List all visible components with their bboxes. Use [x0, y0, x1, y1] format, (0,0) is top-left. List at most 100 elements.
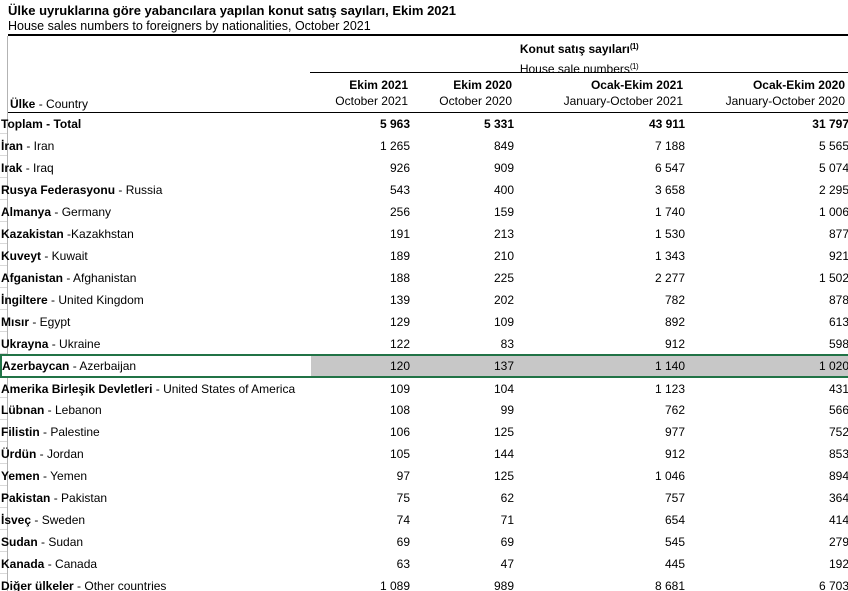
value-october-2021[interactable]: 1 265	[379, 139, 410, 153]
value-january-october-2020[interactable]: 894	[828, 469, 848, 483]
country-cell[interactable]: İran - Iran	[1, 135, 311, 157]
value-january-october-2020[interactable]: 752	[828, 425, 848, 439]
table-row[interactable]: Lübnan - Lebanon 108 99 762 566	[1, 399, 848, 421]
value-january-october-2021[interactable]: 1 046	[654, 469, 685, 483]
value-january-october-2021[interactable]: 912	[664, 336, 685, 351]
value-october-2021[interactable]: 105	[389, 447, 410, 461]
table-row[interactable]: Ürdün - Jordan 105 144 912 853	[1, 443, 848, 465]
value-october-2020[interactable]: 225	[493, 271, 514, 285]
value-october-2020[interactable]: 5 331	[483, 117, 514, 131]
table-row[interactable]: Toplam - Total 5 963 5 331 43 911 31 797	[1, 113, 848, 135]
value-october-2021[interactable]: 1 089	[379, 579, 410, 591]
value-october-2021[interactable]: 108	[389, 403, 410, 417]
value-october-2021[interactable]: 129	[389, 315, 410, 329]
value-january-october-2021[interactable]: 7 188	[654, 139, 685, 153]
value-january-october-2021[interactable]: 762	[664, 403, 685, 417]
value-october-2020[interactable]: 69	[500, 535, 514, 549]
value-october-2020[interactable]: 137	[410, 354, 514, 378]
value-january-october-2020[interactable]: 1 006	[818, 205, 848, 219]
country-cell[interactable]: Mısır - Egypt	[1, 311, 311, 333]
value-january-october-2020[interactable]: 279	[828, 535, 848, 549]
value-october-2020[interactable]: 47	[500, 557, 514, 571]
value-january-october-2020[interactable]: 877	[828, 227, 848, 241]
value-january-october-2020[interactable]: 6 703	[818, 579, 848, 591]
value-january-october-2021[interactable]: 43 911	[648, 117, 685, 131]
value-january-october-2021[interactable]: 912	[664, 447, 685, 461]
country-cell[interactable]: Lübnan - Lebanon	[1, 399, 311, 421]
table-row[interactable]: İngiltere - United Kingdom 139 202 782 8…	[1, 289, 848, 311]
country-cell[interactable]: Irak - Iraq	[1, 157, 311, 179]
value-january-october-2020[interactable]: 2 295	[818, 183, 848, 197]
table-row[interactable]: Almanya - Germany 256 159 1 740 1 006	[1, 201, 848, 223]
country-cell[interactable]: Rusya Federasyonu - Russia	[1, 179, 311, 201]
country-cell[interactable]: Filistin - Palestine	[1, 421, 311, 443]
country-cell[interactable]: Kanada - Canada	[1, 553, 311, 575]
value-january-october-2020[interactable]: 613	[828, 315, 848, 329]
value-january-october-2020[interactable]: 566	[828, 403, 848, 417]
value-january-october-2020[interactable]: 364	[828, 491, 848, 505]
value-october-2020[interactable]: 62	[500, 491, 514, 505]
value-january-october-2020[interactable]: 431	[828, 381, 848, 396]
value-october-2020[interactable]: 125	[493, 469, 514, 483]
value-october-2021[interactable]: 188	[389, 271, 410, 285]
value-october-2021[interactable]: 5 963	[379, 117, 410, 131]
value-october-2021[interactable]: 122	[389, 336, 410, 351]
table-row[interactable]: Ukrayna - Ukraine 122 83 912 598	[1, 333, 848, 355]
value-january-october-2020[interactable]: 31 797	[812, 117, 848, 131]
value-january-october-2021[interactable]: 3 658	[654, 183, 685, 197]
value-january-october-2021[interactable]: 977	[664, 425, 685, 439]
value-october-2020[interactable]: 909	[493, 161, 514, 175]
value-october-2020[interactable]: 83	[500, 336, 514, 351]
value-january-october-2021[interactable]: 654	[664, 513, 685, 527]
value-october-2020[interactable]: 849	[493, 139, 514, 153]
country-cell[interactable]: Yemen - Yemen	[1, 465, 311, 487]
country-cell[interactable]: Kuveyt - Kuwait	[1, 245, 311, 267]
table-row[interactable]: İran - Iran 1 265 849 7 188 5 565	[1, 135, 848, 157]
country-cell[interactable]: Pakistan - Pakistan	[1, 487, 311, 509]
value-january-october-2021[interactable]: 1 530	[654, 227, 685, 241]
value-october-2021[interactable]: 75	[396, 491, 410, 505]
value-january-october-2021[interactable]: 757	[664, 491, 685, 505]
country-cell[interactable]: İngiltere - United Kingdom	[1, 289, 311, 311]
value-october-2020[interactable]: 125	[493, 425, 514, 439]
value-october-2021[interactable]: 139	[389, 293, 410, 307]
table-row[interactable]: Afganistan - Afghanistan 188 225 2 277 1…	[1, 267, 848, 289]
value-october-2020[interactable]: 104	[493, 381, 514, 396]
country-cell[interactable]: Ürdün - Jordan	[1, 443, 311, 465]
table-row[interactable]: Mısır - Egypt 129 109 892 613	[1, 311, 848, 333]
value-october-2021[interactable]: 191	[389, 227, 410, 241]
value-january-october-2020[interactable]: 5 565	[818, 139, 848, 153]
value-october-2020[interactable]: 159	[493, 205, 514, 219]
table-row[interactable]: Amerika Birleşik Devletleri - United Sta…	[1, 377, 848, 399]
value-october-2021[interactable]: 74	[396, 513, 410, 527]
table-row[interactable]: Kazakistan -Kazakhstan 191 213 1 530 877	[1, 223, 848, 245]
value-october-2021[interactable]: 69	[396, 535, 410, 549]
value-october-2020[interactable]: 71	[500, 513, 514, 527]
value-october-2020[interactable]: 989	[493, 579, 514, 591]
table-row[interactable]: Irak - Iraq 926 909 6 547 5 074	[1, 157, 848, 179]
value-january-october-2020[interactable]: 192	[828, 557, 848, 571]
value-january-october-2021[interactable]: 1 123	[654, 381, 685, 396]
value-january-october-2020[interactable]: 853	[828, 447, 848, 461]
value-january-october-2020[interactable]: 1 020	[685, 354, 848, 378]
value-january-october-2021[interactable]: 545	[664, 535, 685, 549]
value-october-2021[interactable]: 106	[389, 425, 410, 439]
value-january-october-2020[interactable]: 878	[828, 293, 848, 307]
value-january-october-2020[interactable]: 921	[828, 249, 848, 263]
value-january-october-2021[interactable]: 2 277	[654, 271, 685, 285]
value-january-october-2021[interactable]: 6 547	[654, 161, 685, 175]
table-row[interactable]: Kuveyt - Kuwait 189 210 1 343 921	[1, 245, 848, 267]
value-october-2020[interactable]: 400	[493, 183, 514, 197]
table-row[interactable]: Filistin - Palestine 106 125 977 752	[1, 421, 848, 443]
value-october-2021[interactable]: 120	[311, 354, 410, 378]
country-cell[interactable]: Toplam - Total	[1, 113, 311, 135]
table-row[interactable]: Diğer ülkeler - Other countries 1 089 98…	[1, 575, 848, 591]
value-january-october-2021[interactable]: 782	[664, 293, 685, 307]
country-cell[interactable]: Azerbaycan - Azerbaijan	[0, 354, 311, 378]
value-october-2021[interactable]: 189	[389, 249, 410, 263]
table-row[interactable]: İsveç - Sweden 74 71 654 414	[1, 509, 848, 531]
table-row[interactable]: Rusya Federasyonu - Russia 543 400 3 658…	[1, 179, 848, 201]
table-row[interactable]: Kanada - Canada 63 47 445 192	[1, 553, 848, 575]
country-cell[interactable]: Kazakistan -Kazakhstan	[1, 223, 311, 245]
value-january-october-2020[interactable]: 598	[828, 336, 848, 351]
